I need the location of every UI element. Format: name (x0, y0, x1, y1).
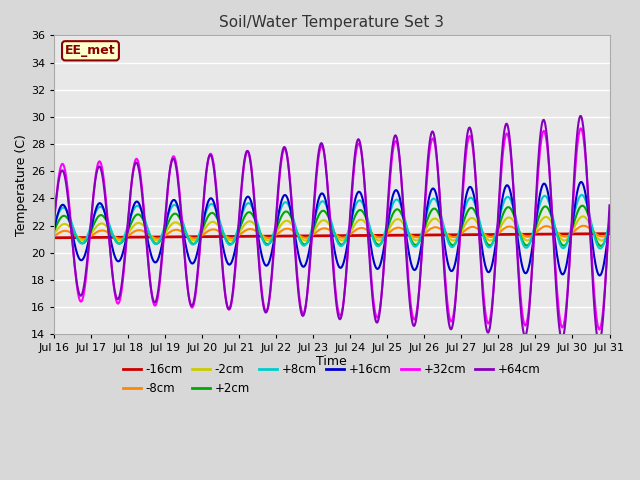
+16cm (203, 202, 211, 208)
+8cm (399, 210, 407, 216)
-2cm (339, 238, 346, 243)
-2cm (605, 228, 613, 234)
-8cm (417, 234, 424, 240)
+2cm (605, 225, 613, 230)
+32cm (174, 171, 182, 177)
Text: EE_met: EE_met (65, 44, 116, 57)
-2cm (203, 223, 211, 228)
-8cm (204, 228, 212, 234)
Line: +32cm: +32cm (54, 128, 609, 330)
-2cm (579, 214, 587, 219)
+64cm (605, 203, 613, 208)
Line: +16cm: +16cm (54, 182, 609, 276)
-16cm (605, 231, 613, 237)
+2cm (399, 215, 407, 221)
-2cm (417, 235, 424, 241)
+16cm (399, 214, 407, 219)
-16cm (203, 234, 211, 240)
Line: -2cm: -2cm (54, 216, 609, 240)
-16cm (60, 235, 68, 240)
+64cm (60, 171, 68, 177)
+2cm (60, 213, 68, 219)
+32cm (605, 210, 613, 216)
X-axis label: Time: Time (316, 355, 347, 368)
+8cm (174, 205, 182, 211)
+32cm (60, 164, 68, 169)
+16cm (50, 227, 58, 232)
+8cm (596, 246, 604, 252)
-2cm (50, 231, 58, 237)
+32cm (577, 125, 585, 131)
+32cm (415, 284, 423, 289)
+32cm (399, 201, 407, 207)
+2cm (579, 203, 586, 208)
+8cm (415, 238, 423, 243)
Line: +64cm: +64cm (54, 116, 609, 343)
-2cm (400, 222, 408, 228)
+8cm (578, 192, 586, 198)
+8cm (50, 223, 58, 228)
-16cm (117, 234, 125, 240)
Legend: -16cm, -8cm, -2cm, +2cm, +8cm, +16cm, +32cm, +64cm: -16cm, -8cm, -2cm, +2cm, +8cm, +16cm, +3… (118, 359, 545, 400)
+16cm (174, 204, 182, 209)
+16cm (60, 203, 68, 208)
-2cm (174, 220, 182, 226)
Line: +8cm: +8cm (54, 195, 609, 249)
-16cm (50, 235, 58, 240)
-8cm (118, 236, 126, 241)
+32cm (596, 327, 604, 333)
+64cm (174, 175, 182, 181)
-16cm (415, 232, 423, 238)
+8cm (605, 218, 613, 224)
+64cm (415, 284, 423, 289)
+8cm (60, 205, 68, 211)
+16cm (605, 221, 613, 227)
-8cm (79, 236, 87, 242)
-8cm (579, 223, 587, 228)
-8cm (400, 227, 408, 232)
-16cm (399, 232, 407, 238)
+16cm (117, 255, 125, 261)
+64cm (596, 340, 604, 346)
+2cm (174, 212, 182, 218)
+64cm (50, 217, 58, 223)
Line: -8cm: -8cm (54, 226, 609, 239)
+16cm (596, 273, 604, 278)
+2cm (597, 243, 605, 249)
+64cm (203, 163, 211, 169)
+16cm (415, 254, 423, 260)
+64cm (577, 113, 585, 119)
+32cm (50, 219, 58, 225)
Line: +2cm: +2cm (54, 205, 609, 246)
-8cm (50, 233, 58, 239)
+8cm (117, 240, 125, 245)
+32cm (117, 290, 125, 296)
Title: Soil/Water Temperature Set 3: Soil/Water Temperature Set 3 (220, 15, 444, 30)
-8cm (60, 228, 68, 234)
+2cm (415, 239, 423, 244)
+2cm (117, 240, 125, 246)
+64cm (399, 204, 407, 210)
Line: -16cm: -16cm (54, 234, 609, 238)
+8cm (203, 207, 211, 213)
+2cm (50, 228, 58, 234)
+64cm (117, 285, 125, 290)
-2cm (60, 221, 68, 227)
-2cm (117, 238, 125, 243)
+2cm (203, 216, 211, 221)
+32cm (203, 165, 211, 170)
+16cm (577, 179, 585, 185)
-16cm (174, 234, 182, 240)
-8cm (605, 230, 613, 236)
Y-axis label: Temperature (C): Temperature (C) (15, 134, 28, 236)
-8cm (175, 227, 182, 233)
